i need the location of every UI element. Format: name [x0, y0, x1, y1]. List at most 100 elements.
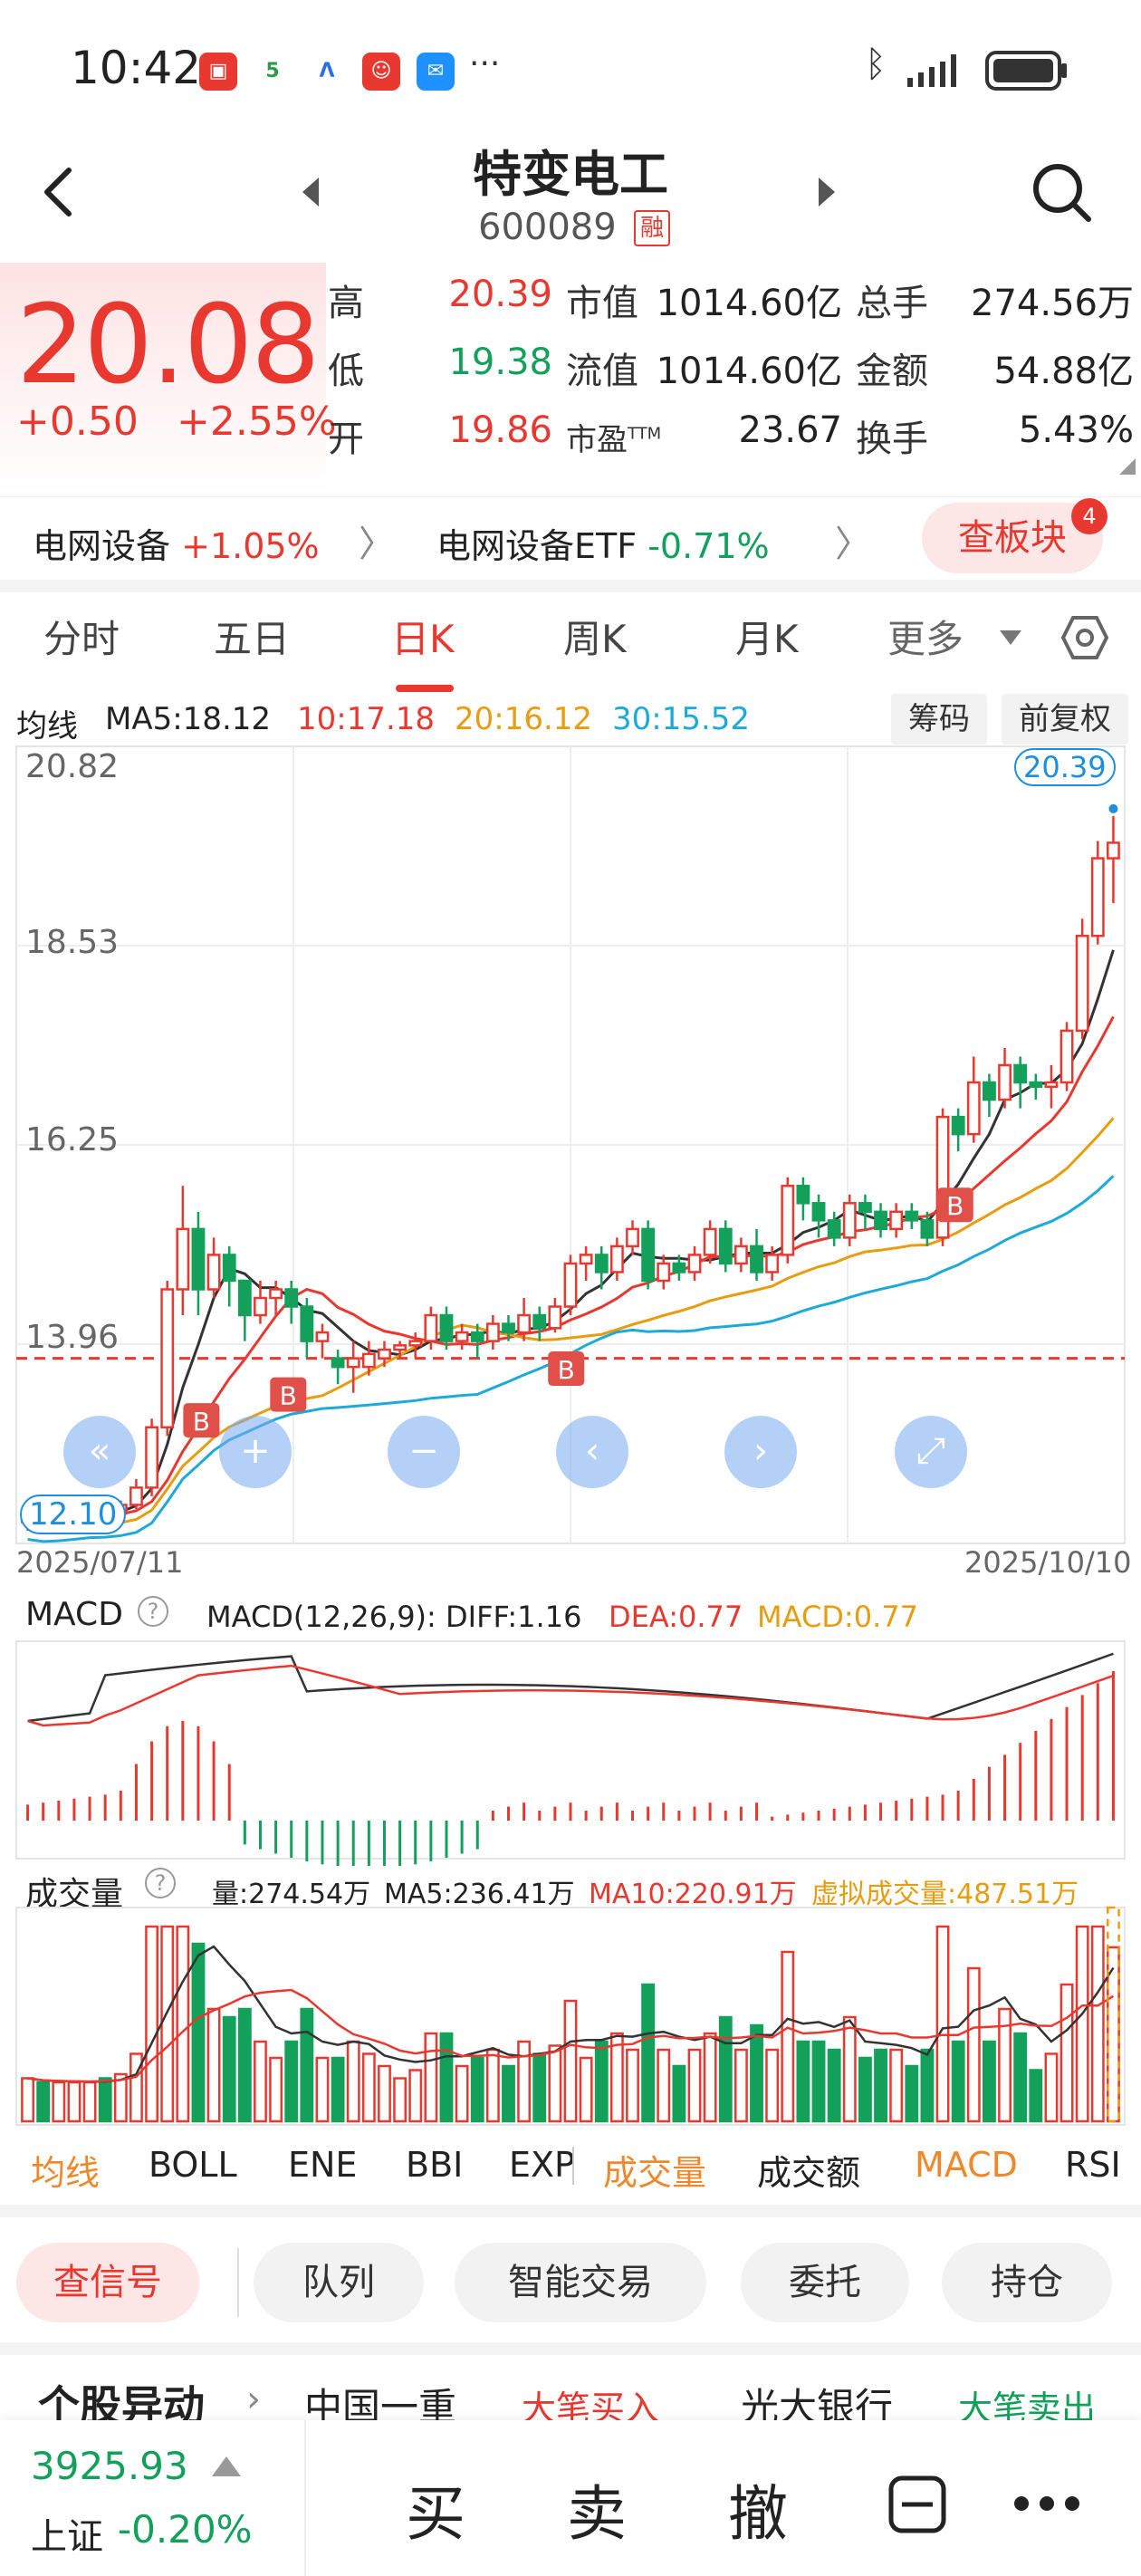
chip-distribution-button[interactable]: 筹码	[891, 694, 987, 745]
indicator-rsi[interactable]: RSI	[1065, 2145, 1119, 2185]
indicator-ene[interactable]: ENE	[288, 2145, 358, 2185]
news-ticker[interactable]: 个股异动 › 中国一重 大笔买入 光大银行 大笔卖出	[0, 2364, 1141, 2420]
index-widget[interactable]: 3925.93 上证 -0.20%	[0, 2420, 306, 2576]
candle	[1044, 1065, 1059, 1109]
check-signal-button[interactable]: 查信号	[16, 2243, 199, 2322]
volume-bar	[1090, 1925, 1105, 2123]
order-button[interactable]: 委托	[741, 2243, 909, 2322]
candle	[718, 1220, 733, 1273]
candle	[470, 1323, 484, 1359]
indicator-ma[interactable]: 均线	[31, 2153, 101, 2193]
indicator-volume[interactable]: 成交量	[603, 2153, 707, 2193]
search-icon[interactable]	[1031, 161, 1094, 225]
date-start: 2025/07/11	[16, 1545, 184, 1580]
buy-button[interactable]: 买	[406, 2479, 465, 2549]
sell-button[interactable]: 卖	[567, 2479, 627, 2549]
indicator-bbi[interactable]: BBI	[406, 2145, 464, 2185]
dropdown-icon[interactable]	[998, 629, 1023, 647]
virtual-volume: 虚拟成交量:487.51万	[811, 1879, 1079, 1910]
scroll-left-fast-button[interactable]: «	[63, 1416, 136, 1488]
candle	[1060, 1022, 1074, 1091]
next-stock-icon[interactable]	[815, 176, 839, 208]
macd-dea-line	[27, 1664, 1114, 1727]
tab-more[interactable]: 更多	[887, 617, 964, 661]
volume-bar	[470, 2056, 484, 2123]
sector-item-2[interactable]: 电网设备ETF -0.71%	[436, 518, 770, 568]
volume-bar	[983, 2040, 996, 2123]
tab-daily-k[interactable]: 日K	[391, 617, 455, 661]
game-app-icon: ☺	[362, 53, 400, 91]
low-label: 低	[328, 351, 364, 392]
expand-corner-icon[interactable]	[1119, 458, 1136, 475]
tab-five-day[interactable]: 五日	[214, 617, 291, 661]
status-bar: 10:42 ▣ 5 Λ ☺ ✉ ··· ᛒ	[0, 0, 1141, 136]
indicator-macd[interactable]: MACD	[915, 2145, 1018, 2185]
volume-bar	[874, 2048, 887, 2123]
queue-button[interactable]: 队列	[254, 2243, 424, 2322]
position-icon[interactable]	[887, 2475, 947, 2534]
zoom-in-button[interactable]: +	[219, 1416, 292, 1488]
buy-signal-box	[183, 1403, 220, 1438]
candle-body	[951, 1115, 965, 1136]
smart-trade-button[interactable]: 智能交易	[455, 2243, 706, 2322]
y-tick-label: 20.82	[25, 748, 120, 785]
volume-bar	[889, 2048, 904, 2123]
candle-body	[966, 1081, 981, 1136]
indicator-exp[interactable]: EXP	[509, 2145, 572, 2185]
turnover-label: 换手	[856, 418, 928, 460]
fullscreen-button[interactable]: ⤢	[895, 1416, 967, 1488]
more-icon[interactable]	[1011, 2493, 1083, 2514]
back-icon[interactable]	[36, 163, 82, 221]
zoom-out-button[interactable]: −	[388, 1416, 460, 1488]
last-point-dot	[1108, 803, 1118, 813]
tab-intraday[interactable]: 分时	[43, 617, 120, 661]
candle-body	[315, 1331, 330, 1342]
volume-bar	[378, 2064, 391, 2123]
tab-monthly-k[interactable]: 月K	[735, 617, 799, 661]
candle-body	[765, 1254, 780, 1274]
settings-hexagon-icon[interactable]	[1061, 614, 1108, 661]
volume-bar	[191, 1942, 206, 2123]
volume-bar	[718, 2015, 733, 2123]
macd-chart[interactable]	[0, 1639, 1141, 1866]
quote-bg	[0, 263, 326, 494]
volume-bar	[858, 2056, 872, 2123]
candle	[485, 1315, 500, 1350]
candle-body	[222, 1254, 236, 1283]
scroll-right-button[interactable]: ›	[724, 1416, 797, 1488]
candle	[254, 1280, 267, 1324]
candle	[966, 1056, 981, 1143]
macd-title[interactable]: MACD	[25, 1596, 123, 1633]
battery-icon	[985, 51, 1067, 91]
adjust-mode-button[interactable]: 前复权	[1002, 694, 1128, 745]
indicator-boll[interactable]: BOLL	[149, 2145, 237, 2185]
candle-body	[269, 1288, 283, 1300]
help-icon[interactable]: ?	[145, 1868, 176, 1898]
scroll-left-button[interactable]: ‹	[556, 1416, 628, 1488]
candle-body	[1107, 841, 1120, 860]
margin-badge: 融	[634, 210, 670, 246]
volume-bar	[998, 2007, 1012, 2123]
volume-chart[interactable]	[0, 1906, 1141, 2132]
index-arrow-icon	[212, 2456, 241, 2476]
indicator-amount[interactable]: 成交额	[757, 2153, 861, 2193]
volume-bar	[269, 2056, 283, 2123]
sector-item-1[interactable]: 电网设备 +1.05%	[33, 518, 320, 568]
virtual-volume-bar	[1107, 1906, 1120, 2123]
volume-bar	[21, 2077, 34, 2123]
volume-bar	[98, 2077, 112, 2123]
prev-stock-icon[interactable]	[299, 176, 322, 208]
tab-weekly-k[interactable]: 周K	[563, 617, 627, 661]
chevron-right-icon: 〉	[835, 524, 871, 565]
candle-body	[532, 1313, 547, 1330]
kline-chart[interactable]: B B B B	[0, 743, 1141, 1576]
ma-label[interactable]: 均线	[16, 708, 78, 745]
help-icon[interactable]: ?	[138, 1596, 168, 1627]
position-button[interactable]: 持仓	[942, 2243, 1112, 2322]
candle-body	[750, 1245, 763, 1274]
candle	[672, 1254, 686, 1281]
cancel-order-button[interactable]: 撤	[728, 2479, 788, 2549]
candle	[905, 1203, 919, 1229]
candle	[315, 1323, 330, 1359]
candle	[796, 1177, 810, 1221]
